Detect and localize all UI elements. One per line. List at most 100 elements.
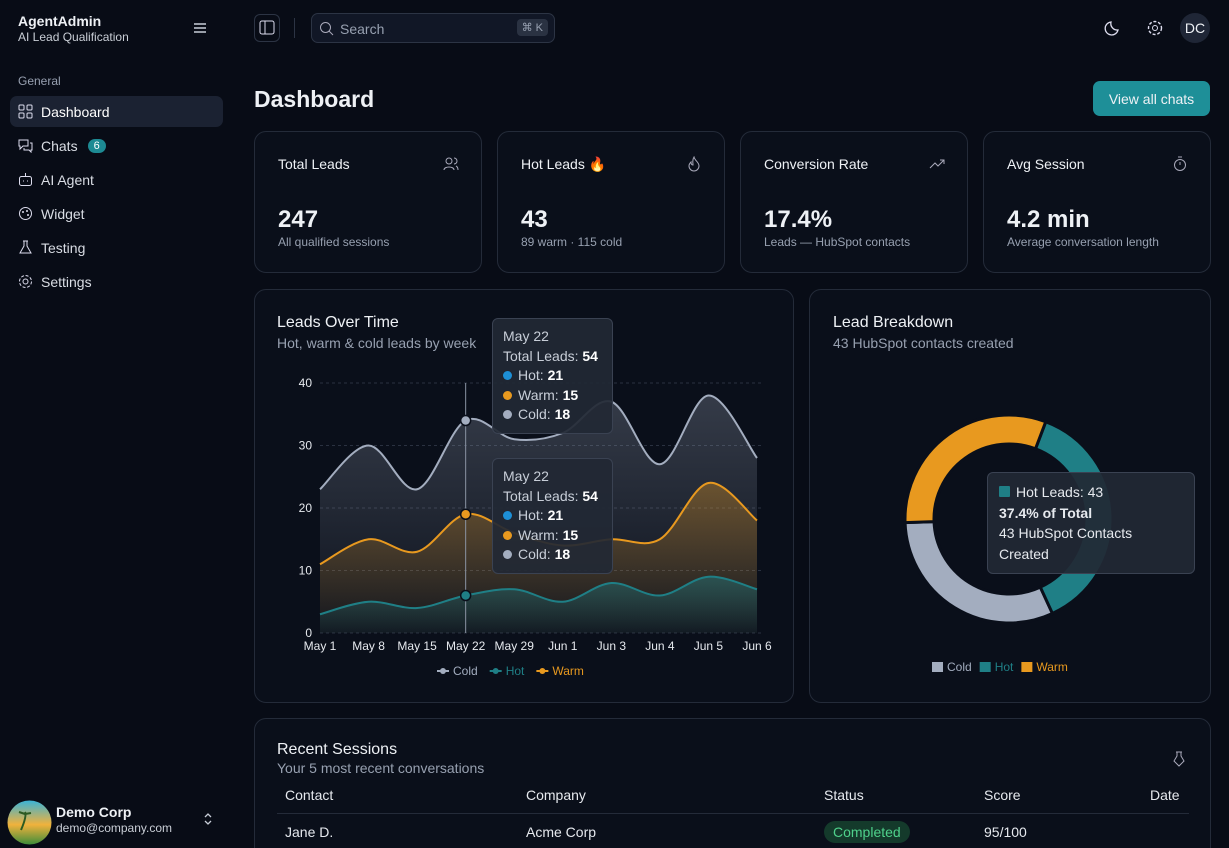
y-tick-label: 10 [299,564,313,578]
tooltip-value: 21 [547,507,564,523]
legend: Cold Hot Warm [437,664,584,678]
sessions-title: Recent Sessions [277,741,398,758]
nav-item[interactable]: Settings [10,266,223,297]
nav-item[interactable]: Dashboard [10,96,223,127]
tooltip-value: 54 [582,487,598,504]
user-name: Demo Corp [56,804,132,820]
tooltip-dot [503,511,512,520]
sidebar-toggle[interactable] [254,14,280,42]
stat-icon [929,159,945,169]
tooltip-title: May 22 [503,468,549,484]
menu-icon[interactable] [192,21,208,35]
y-tick-label: 0 [305,626,312,640]
tooltip-label: Total Leads: [503,487,579,504]
hover-dot [459,589,472,602]
nav-label: Settings [41,273,92,290]
button-label: View all chats [1108,90,1195,107]
cell: Acme Corp [526,824,597,840]
user-avatar [7,800,52,845]
search-box[interactable]: Search ⌘ K [311,13,555,43]
section-label: General [18,74,61,88]
stat-value: 4.2 min [1007,206,1090,233]
donut-segment [903,413,1048,525]
icon [18,139,33,153]
user-email: demo@company.com [56,821,173,835]
chart-subtitle: 43 HubSpot contacts created [833,335,1014,351]
cell: 95/100 [984,824,1027,840]
stat-card: Conversion Rate 17.4% Leads — HubSpot co… [740,131,968,273]
y-tick-label: 40 [299,376,313,390]
tooltip-label: Hot: [518,507,544,523]
tooltip-label: Hot: [518,367,544,383]
tooltip-value: 15 [562,526,579,543]
tooltip-value: 18 [554,546,571,562]
brand: AgentAdmin [18,13,102,29]
stat-note: All qualified sessions [278,235,390,249]
legend-swatch [539,668,546,674]
x-tick-label: May 8 [352,639,385,653]
nav-item[interactable]: Chats 6 [10,130,223,161]
tooltip: May 22 Total Leads: 54 Hot: 21 Warm: 15 Cold… [492,458,613,574]
icon [19,207,32,220]
hover-dot [459,414,472,427]
nav-item[interactable]: Widget [10,198,223,229]
legend-swatch [932,662,943,672]
icon [19,173,32,186]
x-tick-label: Jun 3 [597,639,627,653]
column-header: Contact [285,787,334,803]
stat-card: Hot Leads 🔥 43 89 warm · 115 cold [497,131,725,273]
tooltip-value: 18 [554,406,571,422]
legend-swatch [492,668,499,674]
tooltip-dot [503,530,512,540]
stat-icon [1174,156,1186,171]
x-tick-label: Jun 1 [548,639,578,653]
y-tick-label: 20 [299,501,313,515]
row-divider [277,813,1189,814]
tooltip-row: Total Leads: 54 [503,487,602,507]
tooltip-value: 15 [562,386,579,403]
tooltip: May 22 Total Leads: 54 Hot: 21 Warm: 15 Cold… [492,318,613,434]
legend-label: Hot [506,664,525,678]
cell: Jane D. [285,824,334,840]
chart-title: Lead Breakdown [833,314,953,331]
legend-label: Cold [453,664,478,678]
column-header: Company [526,787,586,803]
tooltip-label: Warm: [518,386,559,403]
tooltip-value: 54 [582,347,598,364]
search-icon [320,22,334,36]
column-header: Date [1150,787,1180,803]
user-menu[interactable] [202,811,214,827]
view-chats-button[interactable]: View all chats [1093,81,1210,116]
theme-toggle[interactable] [1104,19,1122,37]
chart-title: Leads Over Time [277,314,399,331]
x-tick-label: May 15 [397,639,437,653]
avatar[interactable]: DC [1180,13,1210,43]
x-tick-label: Jun 5 [694,639,724,653]
divider [294,18,295,38]
stat-value: 43 [521,206,548,233]
stat-title: Hot Leads 🔥 [521,156,607,172]
sessions-icon[interactable] [1172,751,1186,767]
stat-title: Conversion Rate [764,156,869,172]
x-tick-label: May 29 [495,639,535,653]
tooltip-dot [503,410,512,419]
tooltip-row: Cold: 18 [503,405,602,425]
nav-item[interactable]: Testing [10,232,223,263]
x-tick-label: Jun 6 [742,639,772,653]
x-tick-label: May 22 [446,639,486,653]
tooltip-label: Total Leads: [503,347,579,364]
nav-item[interactable]: AI Agent [10,164,223,195]
donut-tooltip: Hot Leads: 43 37.4% of Total 43 HubSpot … [987,472,1195,574]
badge: 6 [87,138,106,153]
tooltip-title: May 22 [503,328,549,344]
legend-label: Warm [1036,660,1068,674]
column-header: Status [824,787,864,803]
legend-swatch [1021,662,1033,672]
nav-label: AI Agent [41,171,94,188]
nav-label: Testing [41,239,86,256]
status-pill: Completed [824,821,910,843]
x-tick-label: Jun 4 [645,639,675,653]
tooltip-row: Hot: 21 [503,366,602,386]
settings-button[interactable] [1146,19,1164,37]
legend-label: Warm [552,664,584,678]
